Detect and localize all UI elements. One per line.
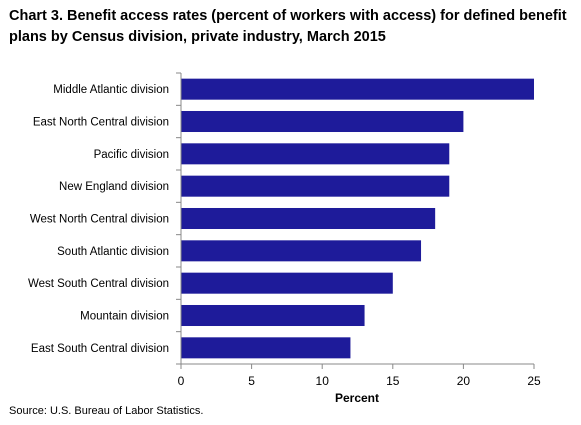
bar <box>181 240 422 262</box>
category-label: West North Central division <box>30 214 169 226</box>
category-label: West South Central division <box>28 278 169 290</box>
bar <box>181 175 450 197</box>
bar <box>181 78 534 100</box>
bar <box>181 337 351 359</box>
category-label: New England division <box>59 181 169 193</box>
category-label: South Atlantic division <box>57 246 169 258</box>
x-tick-label: 0 <box>178 374 185 388</box>
x-tick-label: 25 <box>527 374 541 388</box>
x-tick-label: 15 <box>386 374 400 388</box>
bars-layer <box>181 78 534 359</box>
bar <box>181 143 450 165</box>
bar <box>181 272 393 294</box>
x-tick-label: 10 <box>316 374 330 388</box>
category-label: East North Central division <box>33 117 169 129</box>
bar <box>181 110 464 133</box>
x-axis-title: Percent <box>335 391 379 405</box>
category-label: Mountain division <box>80 311 169 323</box>
chart-title: Chart 3. Benefit access rates (percent o… <box>9 8 567 45</box>
source-note: Source: U.S. Bureau of Labor Statistics. <box>9 405 204 417</box>
bar <box>181 207 436 230</box>
x-tick-label: 20 <box>457 374 471 388</box>
x-tick-label: 5 <box>248 374 255 388</box>
category-label: East South Central division <box>31 343 169 355</box>
axes <box>176 72 535 369</box>
category-label: Middle Atlantic division <box>53 84 169 96</box>
category-label: Pacific division <box>94 149 169 161</box>
bar <box>181 304 365 327</box>
category-labels: Middle Atlantic division East North Centr… <box>28 84 169 355</box>
x-tick-labels: 0 5 10 15 20 25 <box>178 374 541 388</box>
